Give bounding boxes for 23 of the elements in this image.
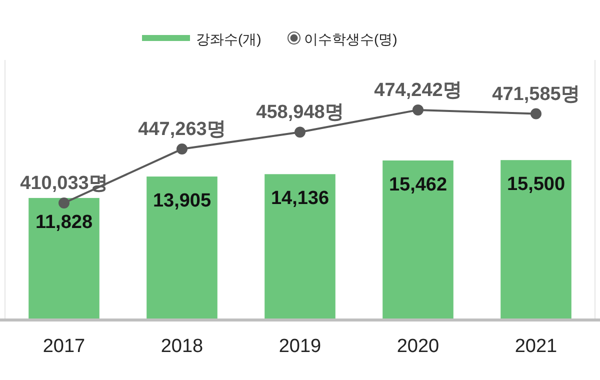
legend-label: 강좌수(개) bbox=[196, 31, 262, 47]
point bbox=[58, 197, 70, 208]
data-label: 474,242명 bbox=[374, 80, 462, 101]
data-label: 471,585명 bbox=[492, 84, 580, 105]
bar bbox=[28, 198, 100, 320]
bar bbox=[382, 160, 454, 320]
data-label: 13,905 bbox=[152, 190, 212, 212]
data-label: 447,263명 bbox=[138, 119, 226, 140]
x-tick-label: 2017 bbox=[42, 336, 86, 357]
x-tick-label: 2021 bbox=[514, 336, 558, 357]
x-tick-label: 2020 bbox=[396, 336, 440, 357]
bar bbox=[500, 160, 572, 320]
bar bbox=[146, 176, 218, 320]
data-label: 11,828 bbox=[35, 212, 93, 233]
x-tick-label: 2018 bbox=[160, 336, 204, 357]
data-label: 410,033명 bbox=[20, 172, 108, 194]
data-label: 15,462 bbox=[388, 174, 448, 196]
data-label: 15,500 bbox=[506, 174, 566, 196]
data-label: 458,948명 bbox=[256, 102, 344, 124]
bar bbox=[264, 174, 336, 320]
data-label: 14,136 bbox=[270, 188, 330, 210]
legend-label: 이수학생수(명) bbox=[304, 31, 398, 47]
x-tick-label: 2019 bbox=[278, 336, 322, 357]
